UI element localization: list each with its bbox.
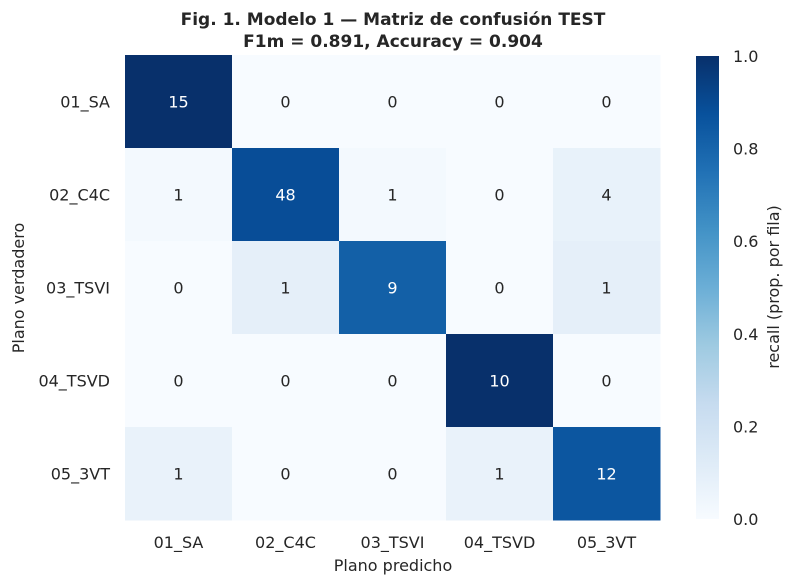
cell-value-label: 1 [173,465,183,484]
colorbar-label: recall (prop. por fila) [764,205,783,369]
cell-value-label: 0 [173,372,183,391]
colorbar-tick-label: 0.2 [733,417,758,436]
heatmap-cell [232,55,340,149]
heatmap-cells: 15 0 0 0 01 48 1 0 40 1 9 0 10 0 0 10 01 0 0 1 12 [125,55,661,521]
colorbar [696,56,719,519]
x-tick-label: 04_TSVD [464,533,536,553]
heatmap-cell [232,241,340,335]
cell-value-label: 1 [601,279,611,298]
heatmap-cell [339,427,447,521]
heatmap-cell [232,334,340,428]
cell-value-label: 0 [494,93,504,112]
cell-value-label: 0 [601,93,611,112]
heatmap-cell [553,241,661,335]
heatmap-cell [446,334,554,428]
cell-value-label: 1 [494,465,504,484]
cell-value-label: 0 [280,93,290,112]
colorbar-tick-label: 0.6 [733,232,758,251]
colorbar-tick-label: 0.0 [733,510,758,529]
y-tick-label: 01_SA [60,93,110,113]
y-tick-labels: 01_SA 02_C4C 03_TSVI 04_TSVD 05_3VT [38,93,110,485]
y-axis-label: Plano verdadero [9,223,28,354]
cell-value-label: 1 [173,186,183,205]
heatmap-cell [446,427,554,521]
cell-value-label: 0 [494,279,504,298]
heatmap-cell [232,148,340,242]
cell-value-label: 0 [387,465,397,484]
x-tick-label: 02_C4C [255,533,316,553]
cell-value-label: 10 [489,372,509,391]
cell-value-label: 0 [494,186,504,205]
y-tick-label: 03_TSVI [46,279,110,299]
cell-value-label: 4 [601,186,611,205]
y-tick-label: 02_C4C [49,186,110,206]
y-tick-label: 04_TSVD [38,372,110,392]
heatmap-cell [125,334,233,428]
cell-value-label: 0 [173,279,183,298]
heatmap-cell [339,55,447,149]
colorbar-ticks: 0.0 0.2 0.4 0.6 0.8 1.0 [733,47,758,529]
cell-value-label: 0 [601,372,611,391]
cell-value-label: 1 [280,279,290,298]
x-tick-labels: 01_SA 02_C4C 03_TSVI 04_TSVD 05_3VT [154,533,637,553]
heatmap-cell [446,148,554,242]
cell-value-label: 9 [387,279,397,298]
chart-title-line2: F1m = 0.891, Accuracy = 0.904 [243,32,543,52]
y-tick-label: 05_3VT [51,465,110,485]
heatmap-cell [553,55,661,149]
heatmap-cell [339,241,447,335]
x-axis-label: Plano predicho [334,556,452,575]
heatmap-cell [553,427,661,521]
cell-value-label: 0 [280,465,290,484]
heatmap-cell [339,148,447,242]
heatmap-cell [553,334,661,428]
cell-value-label: 48 [275,186,295,205]
cell-value-label: 12 [596,465,616,484]
x-tick-label: 01_SA [154,533,204,553]
heatmap-cell [553,148,661,242]
colorbar-tick-label: 0.8 [733,140,758,159]
colorbar-tick-label: 0.4 [733,325,758,344]
x-tick-label: 05_3VT [577,533,636,553]
cell-value-label: 0 [387,372,397,391]
heatmap-cell [125,55,233,149]
cell-value-label: 1 [387,186,397,205]
heatmap-cell [125,241,233,335]
cell-value-label: 0 [387,93,397,112]
heatmap-cell [446,241,554,335]
cell-value-label: 0 [280,372,290,391]
heatmap-cell [232,427,340,521]
heatmap-cell [339,334,447,428]
cell-value-label: 15 [168,93,188,112]
x-tick-label: 03_TSVI [361,533,425,553]
chart-title-line1: Fig. 1. Modelo 1 — Matriz de confusión T… [181,10,606,30]
heatmap-cell [125,427,233,521]
heatmap-cell [125,148,233,242]
colorbar-tick-label: 1.0 [733,47,758,66]
heatmap-cell [446,55,554,149]
